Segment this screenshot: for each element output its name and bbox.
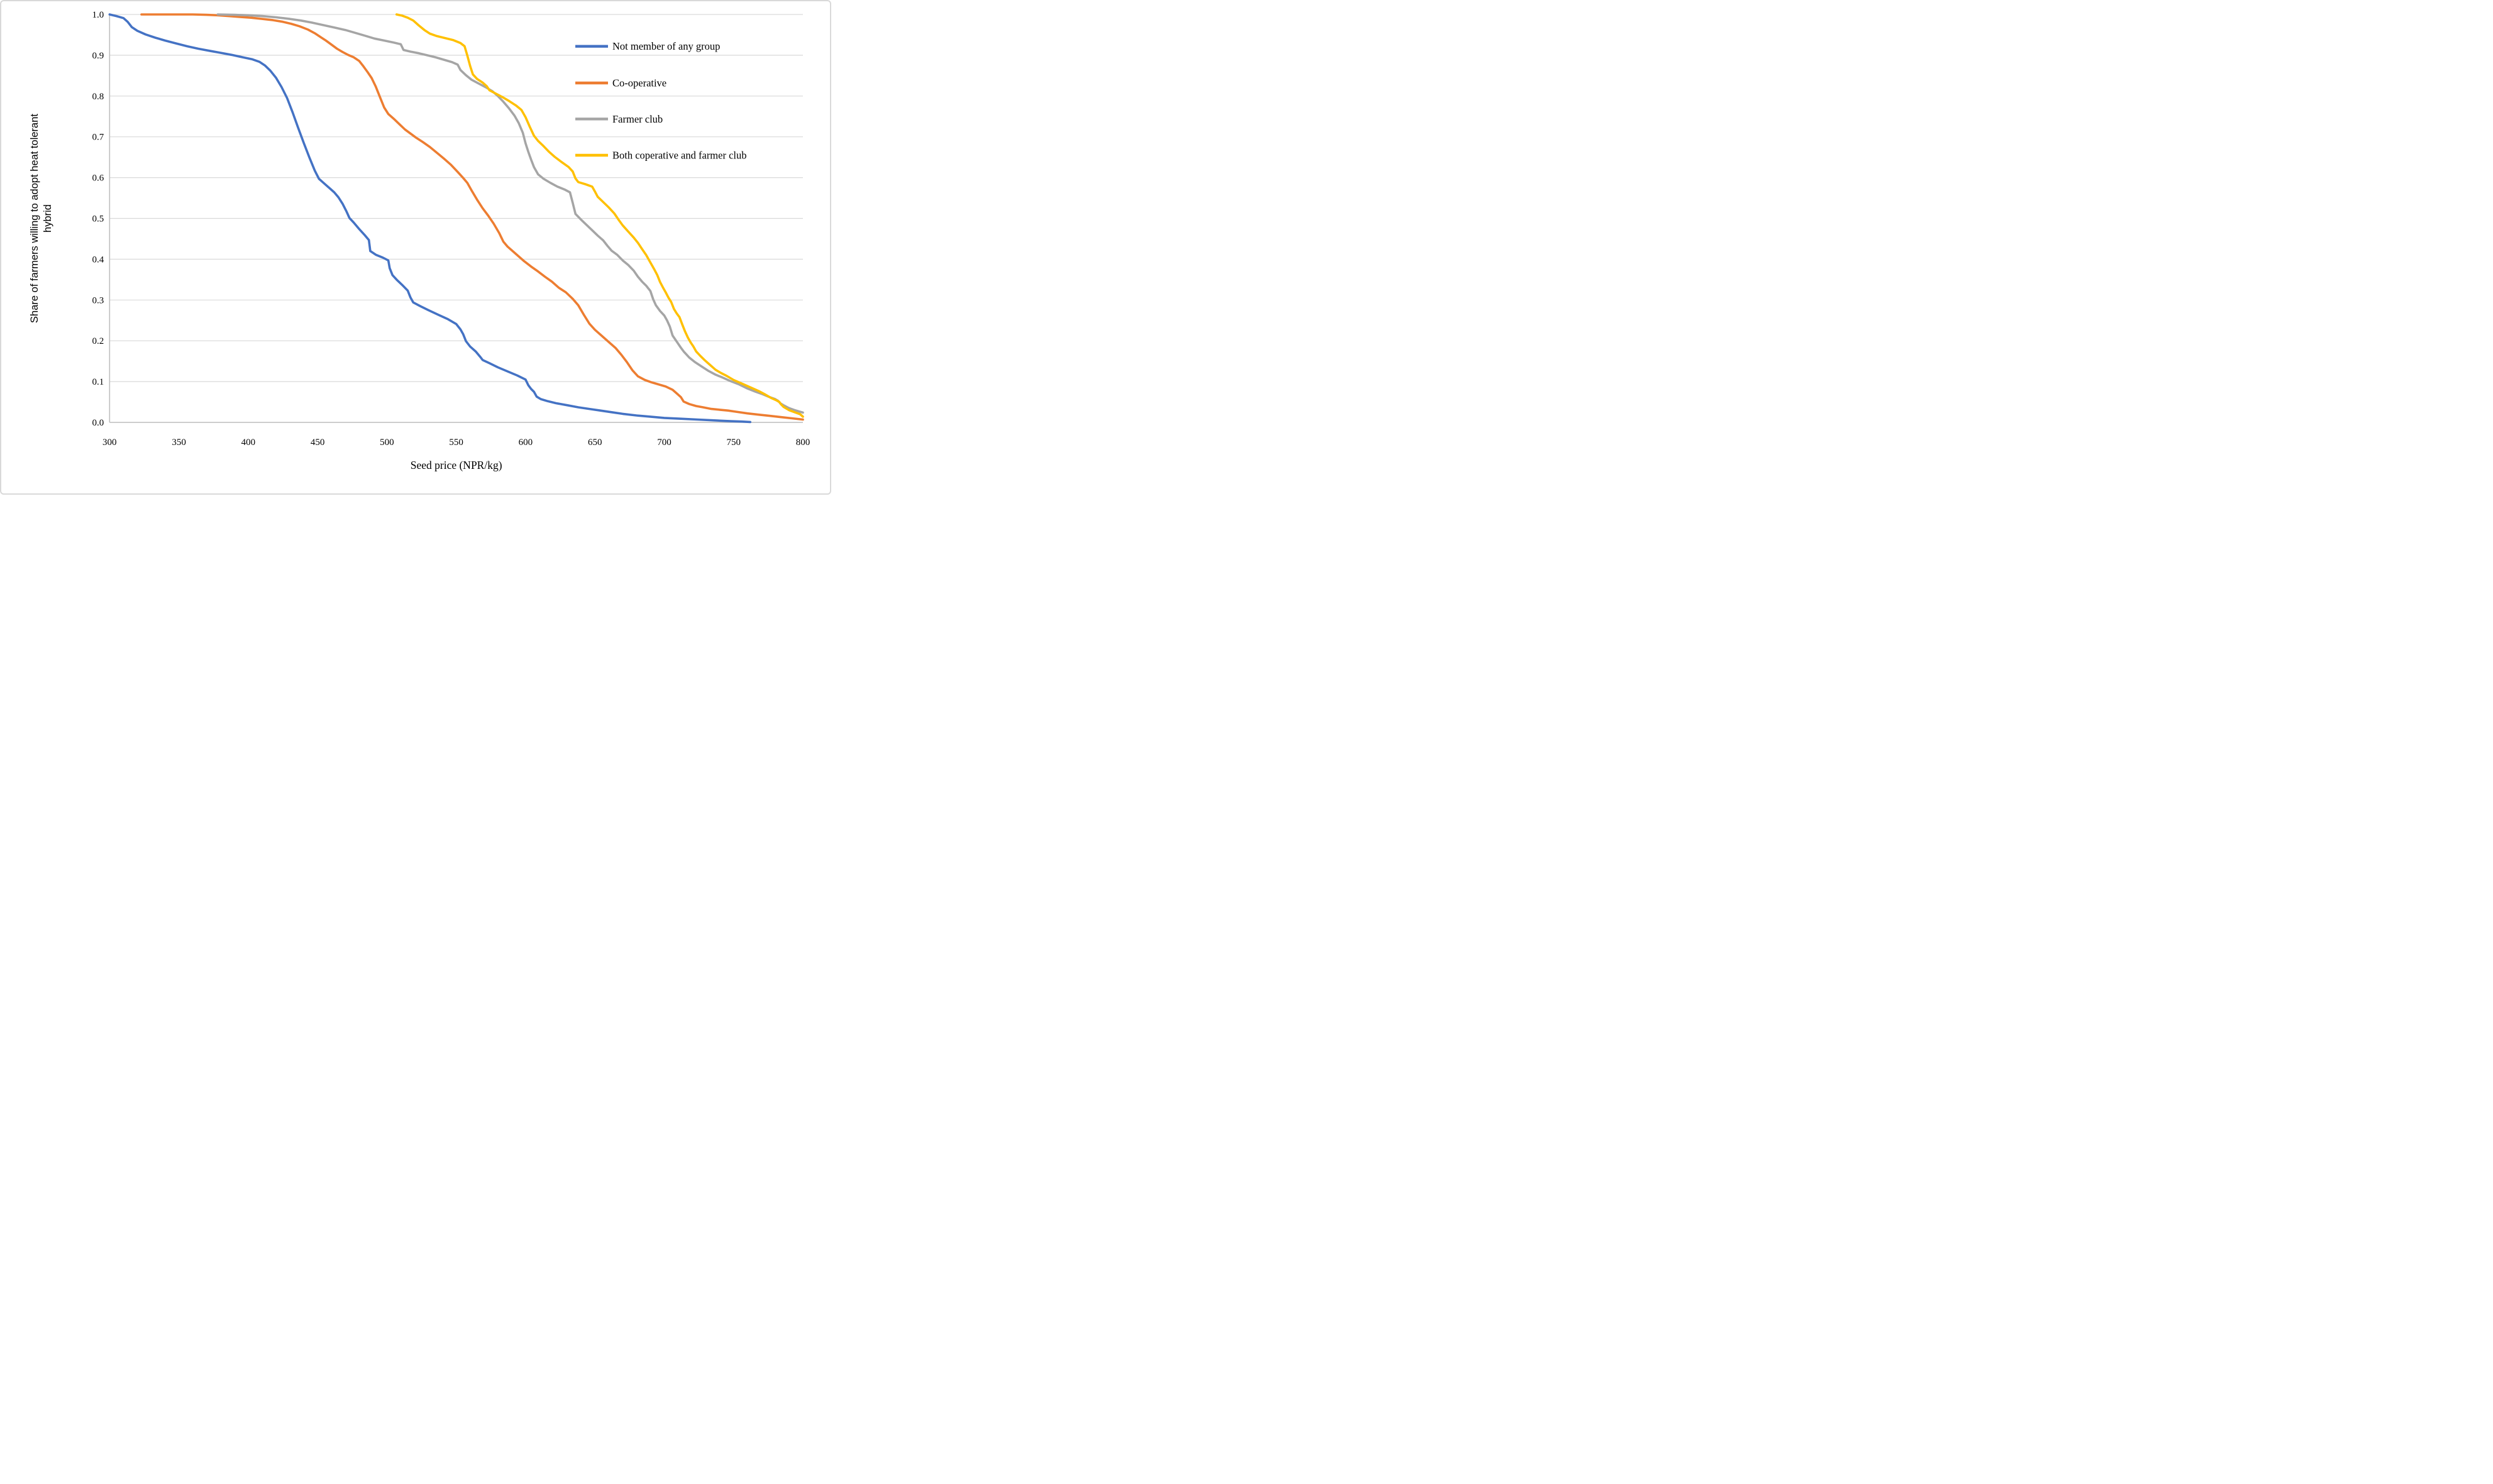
x-tick-label: 750 <box>726 437 741 448</box>
legend-label: Farmer club <box>612 113 663 125</box>
y-axis-title-line: Share of farmers willing to adopt heat t… <box>29 114 40 323</box>
series-line-not-member-of-any-group <box>108 13 751 424</box>
y-axis-title-line: hybrid <box>42 204 53 233</box>
y-tick-label: 0.5 <box>92 214 104 224</box>
x-tick-label: 600 <box>519 437 533 448</box>
x-tick-label: 500 <box>380 437 394 448</box>
axes-layer <box>109 14 803 423</box>
y-tick-label: 0.8 <box>92 92 104 102</box>
x-tick-label: 350 <box>172 437 186 448</box>
series-line-both-coperative-and-farmer-club <box>395 13 804 418</box>
x-tick-label: 650 <box>588 437 602 448</box>
x-tick-labels: 300 350 400 450 500 550 600 650 700 750 800 <box>102 437 810 448</box>
legend: Not member of any group Co-operative Farme… <box>575 40 747 162</box>
y-tick-label: 0.1 <box>92 377 104 387</box>
y-tick-label: 0.7 <box>92 133 104 143</box>
gridlines-layer <box>109 14 803 423</box>
y-tick-label: 0.6 <box>92 173 104 184</box>
y-tick-label: 0.9 <box>92 51 104 61</box>
legend-label: Not member of any group <box>612 40 720 52</box>
series-layer <box>108 13 804 424</box>
x-tick-label: 700 <box>657 437 672 448</box>
chart-container: 1.0 0.9 0.8 0.7 0.6 0.5 0.4 0.3 0.2 0.1 0.0 300 350… <box>0 0 831 495</box>
series-line-farmer-club <box>216 13 804 414</box>
series-line-co-operative <box>140 13 804 421</box>
y-tick-label: 0.3 <box>92 295 104 305</box>
legend-label: Co-operative <box>612 77 666 89</box>
svg-text:Share of farmers willing to ad: Share of farmers willing to adopt heat t… <box>29 114 53 323</box>
x-tick-label: 550 <box>449 437 463 448</box>
y-axis-title: Share of farmers willing to adopt heat t… <box>29 114 53 323</box>
x-tick-label: 400 <box>241 437 256 448</box>
x-axis-title: Seed price (NPR/kg) <box>411 459 502 471</box>
y-tick-label: 0.0 <box>92 418 104 428</box>
legend-item: Not member of any group <box>575 40 720 52</box>
y-tick-label: 0.2 <box>92 336 104 346</box>
legend-item: Both coperative and farmer club <box>575 150 747 162</box>
x-tick-label: 450 <box>311 437 325 448</box>
line-chart: 1.0 0.9 0.8 0.7 0.6 0.5 0.4 0.3 0.2 0.1 0.0 300 350… <box>29 10 810 471</box>
x-tick-label: 800 <box>796 437 810 448</box>
legend-label: Both coperative and farmer club <box>612 150 747 162</box>
y-tick-label: 1.0 <box>92 10 104 20</box>
y-tick-labels: 1.0 0.9 0.8 0.7 0.6 0.5 0.4 0.3 0.2 0.1 0.0 <box>92 10 104 428</box>
x-tick-label: 300 <box>102 437 117 448</box>
legend-item: Farmer club <box>575 113 663 125</box>
legend-item: Co-operative <box>575 77 666 89</box>
y-tick-label: 0.4 <box>92 255 104 265</box>
